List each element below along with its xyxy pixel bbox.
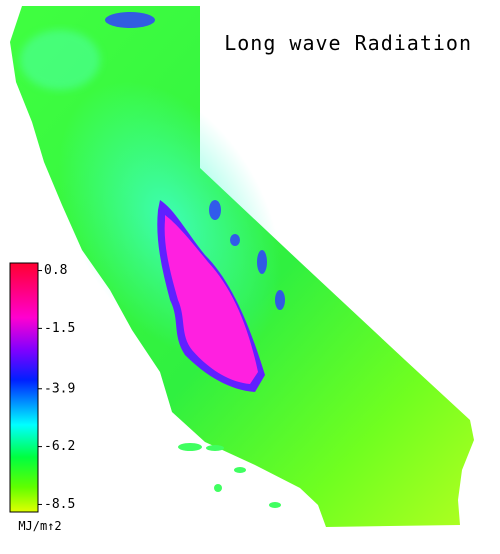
- colorbar-tick-label: -1.5: [44, 321, 75, 336]
- coast-shade: [20, 30, 100, 90]
- map-title: Long wave Radiation: [224, 31, 472, 55]
- sierra-patches: [105, 12, 285, 310]
- islands: [178, 443, 281, 508]
- valley-blob: [164, 215, 258, 384]
- colorbar-unit: MJ/m↑2: [18, 519, 61, 533]
- colorbar-tick-label: 0.8: [44, 263, 67, 278]
- colorbar: [9, 262, 39, 513]
- colorbar-tick-label: -3.9: [44, 381, 75, 396]
- colorbar-tick-label: -8.5: [44, 497, 75, 512]
- colorbar-tick-label: -6.2: [44, 439, 75, 454]
